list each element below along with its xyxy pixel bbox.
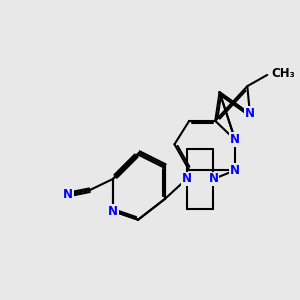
- Text: N: N: [230, 164, 240, 177]
- Text: CH₃: CH₃: [272, 67, 295, 80]
- Text: N: N: [63, 188, 73, 201]
- Text: N: N: [182, 172, 192, 185]
- Text: N: N: [230, 134, 240, 146]
- Text: N: N: [245, 107, 255, 120]
- Text: N: N: [108, 205, 118, 218]
- Text: N: N: [208, 172, 218, 185]
